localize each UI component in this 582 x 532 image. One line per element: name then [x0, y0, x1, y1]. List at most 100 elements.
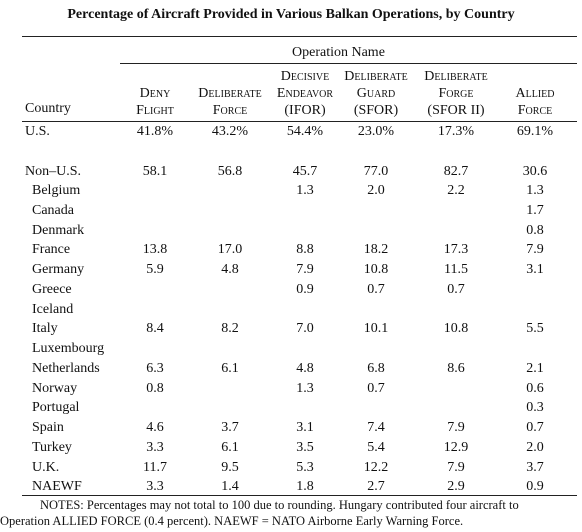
country: Belgium: [32, 183, 81, 198]
cell: 10.8: [363, 262, 389, 277]
column-header: Endeavor: [276, 86, 334, 101]
column-header: Decisive: [280, 69, 330, 84]
cell: 17.3: [443, 242, 469, 258]
cell: 12.9: [443, 439, 469, 455]
country: Iceland: [32, 301, 74, 317]
country: NAEWF: [32, 479, 82, 495]
country: U.K.: [32, 459, 60, 475]
cell: 43.2%: [211, 124, 249, 139]
column-header: Force: [517, 103, 553, 118]
cell: 0.6: [526, 380, 544, 396]
cell: 6.8: [367, 360, 385, 376]
country: Turkey: [32, 439, 72, 455]
cell: 77.0: [363, 164, 389, 179]
country: Luxembourg: [32, 341, 105, 356]
cell: 3.3: [146, 439, 164, 455]
cell: 3.7: [221, 420, 239, 435]
cell: 0.3: [526, 400, 544, 416]
cell: 3.1: [296, 420, 314, 435]
column-header: Forge: [438, 86, 474, 101]
cell: 5.9: [146, 262, 164, 277]
country: Greece: [32, 281, 72, 297]
cell: 4.8: [296, 360, 314, 376]
column-header: Guard: [356, 86, 396, 101]
cell: 7.4: [367, 420, 385, 435]
cell: 3.1: [526, 262, 544, 277]
country: France: [32, 242, 71, 258]
top-rule: [22, 36, 577, 37]
cell: 82.7: [443, 164, 469, 179]
cell: 1.3: [296, 183, 314, 198]
cell: 5.5: [526, 321, 544, 337]
country-header: Country: [25, 101, 71, 116]
cell: 7.9: [296, 262, 314, 277]
country: Portugal: [32, 400, 80, 416]
cell: 17.0: [217, 242, 243, 258]
group-rule: [120, 63, 577, 64]
cell: 2.2: [447, 183, 465, 198]
country: U.S.: [25, 124, 50, 139]
cell: 2.1: [526, 360, 544, 376]
cell: 1.7: [526, 202, 544, 218]
cell: 0.7: [526, 420, 544, 435]
cell: 1.3: [526, 183, 544, 198]
cell: 10.1: [363, 321, 389, 337]
cell: 0.7: [367, 380, 385, 396]
cell: 8.4: [146, 321, 164, 337]
column-header: (SFOR II): [427, 103, 485, 118]
bottom-rule: [22, 495, 577, 496]
cell: 3.3: [146, 479, 164, 495]
cell: 4.8: [221, 262, 239, 277]
title: Percentage of Aircraft Provided in Vario…: [67, 7, 515, 22]
cell: 10.8: [443, 321, 469, 337]
group-header: Operation Name: [292, 45, 385, 60]
cell: 6.1: [221, 360, 239, 376]
cell: 6.1: [221, 439, 239, 455]
column-header: (SFOR): [353, 103, 399, 118]
country: Canada: [32, 202, 74, 218]
cell: 13.8: [142, 242, 168, 258]
cell: 0.9: [526, 479, 544, 495]
country: Norway: [32, 380, 78, 396]
column-header: Allied: [515, 86, 555, 101]
cell: 2.7: [367, 479, 385, 495]
column-header: Flight: [136, 103, 174, 118]
cell: 69.1%: [516, 124, 554, 139]
note: Operation ALLIED FORCE (0.4 percent). NA…: [0, 514, 464, 528]
column-header: Force: [212, 103, 248, 118]
column-header: Deliberate: [344, 69, 408, 84]
cell: 7.9: [526, 242, 544, 258]
cell: 8.6: [447, 360, 465, 376]
country: Netherlands: [32, 360, 100, 376]
cell: 1.3: [296, 380, 314, 396]
cell: 2.0: [526, 439, 544, 455]
cell: 7.9: [447, 459, 465, 475]
cell: 11.5: [444, 262, 468, 277]
cell: 7.0: [296, 321, 314, 337]
cell: 12.2: [363, 459, 389, 475]
cell: 2.9: [447, 479, 465, 495]
column-header: Deliberate: [424, 69, 488, 84]
cell: 0.8: [146, 380, 164, 396]
country: Denmark: [32, 222, 85, 238]
cell: 45.7: [292, 164, 318, 179]
column-header: (IFOR): [284, 103, 326, 118]
column-header: Deliberate: [198, 86, 262, 101]
cell: 4.6: [146, 420, 164, 435]
cell: 0.9: [296, 281, 314, 297]
cell: 5.3: [296, 459, 314, 475]
cell: 7.9: [447, 420, 465, 435]
cell: 18.2: [363, 242, 389, 258]
country: Germany: [32, 262, 85, 277]
cell: 1.8: [296, 479, 314, 495]
cell: 3.5: [296, 439, 314, 455]
cell: 0.8: [526, 222, 544, 238]
cell: 11.7: [143, 459, 167, 475]
cell: 3.7: [526, 459, 544, 475]
cell: 8.8: [296, 242, 314, 258]
cell: 58.1: [142, 164, 168, 179]
cell: 0.7: [447, 281, 465, 297]
cell: 23.0%: [357, 124, 395, 139]
cell: 8.2: [221, 321, 239, 337]
